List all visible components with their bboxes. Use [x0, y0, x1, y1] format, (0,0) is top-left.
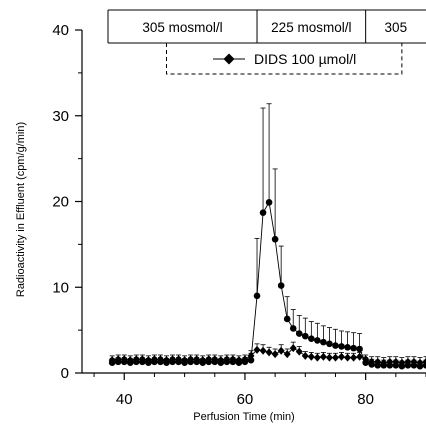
series-1-point	[187, 358, 194, 366]
series-1-point	[374, 361, 382, 369]
series-1-point	[223, 358, 231, 366]
series-1-point	[247, 356, 255, 364]
series-1-point	[151, 358, 158, 366]
series-0-point	[338, 352, 346, 361]
series-1-point	[205, 358, 213, 366]
series-1-point	[332, 342, 339, 349]
series-1-point	[126, 359, 134, 367]
series-1-point	[193, 358, 200, 366]
legend-diamond-marker	[223, 53, 235, 65]
series-0-point	[331, 353, 339, 362]
y-tick-label-0: 0	[61, 365, 69, 382]
osmolarity-bar: 305 mosmol/l 225 mosmol/l 305	[107, 9, 426, 44]
series-0-point	[283, 350, 291, 359]
series-0-point	[325, 353, 333, 362]
x-axis-label: Perfusion Time (min)	[193, 411, 294, 423]
series-0-point	[253, 345, 261, 354]
series-0-point	[277, 346, 285, 355]
series-1-point	[211, 358, 219, 366]
series-1-point	[133, 358, 140, 366]
series-1-point	[114, 358, 122, 366]
osmolarity-label-0: 305 mosmol/l	[142, 20, 222, 35]
series-0-point	[289, 344, 297, 353]
series-lines	[112, 201, 426, 367]
series-1-point	[368, 361, 375, 368]
series-1-point	[344, 343, 351, 351]
series-1-point	[362, 359, 369, 367]
series-1-point	[229, 358, 237, 366]
y-tick-label-1: 10	[52, 279, 69, 296]
series-1-point	[175, 358, 182, 366]
series-1-point	[217, 359, 225, 367]
series-0-point	[344, 353, 352, 362]
series-1-point	[253, 292, 261, 300]
series-1-point	[404, 361, 412, 369]
series-0-point	[295, 347, 303, 356]
series-1-point	[350, 344, 357, 352]
series-1-point	[326, 340, 333, 348]
series-1-point	[356, 345, 363, 353]
series-0-point	[301, 351, 309, 360]
series-1-point	[271, 235, 279, 243]
axes: 0 10 20 30 40 40 60 80	[52, 22, 426, 408]
series-1-point	[416, 362, 424, 370]
series-1-point	[199, 359, 207, 367]
series-1-point	[139, 358, 146, 366]
series-1-point	[380, 361, 388, 369]
series-1-point	[338, 343, 345, 350]
series-0-point	[319, 352, 327, 361]
series-1-point	[120, 358, 128, 366]
x-tick-label-0: 40	[116, 391, 133, 408]
series-0-point	[313, 353, 321, 362]
series-0-point	[271, 350, 279, 359]
legend-box	[165, 43, 403, 75]
series-1-point	[108, 359, 116, 367]
series-1-point	[308, 335, 315, 343]
x-tick-label-1: 60	[237, 391, 254, 408]
series-1-point	[241, 358, 249, 366]
series-1-point	[283, 315, 291, 323]
series-1-point	[320, 338, 327, 346]
series-0-point	[259, 346, 267, 355]
osmolarity-label-1: 225 mosmol/l	[271, 20, 351, 35]
series-1-point	[392, 361, 400, 369]
series-0-point	[307, 352, 315, 361]
series-1-point	[235, 359, 243, 367]
data-points	[108, 199, 426, 370]
error-bars	[109, 103, 426, 367]
series-1-point	[301, 332, 309, 340]
series-0-point	[350, 353, 358, 362]
series-1-point	[410, 361, 418, 369]
y-tick-label-4: 40	[52, 22, 69, 39]
series-1-point	[386, 361, 394, 369]
series-1-line	[112, 201, 426, 367]
series-1-point	[295, 330, 303, 337]
y-tick-label-2: 20	[52, 194, 69, 211]
series-1-point	[181, 359, 188, 367]
legend-label: DIDS 100 µmol/l	[254, 51, 356, 67]
series-1-point	[145, 359, 152, 367]
legend: DIDS 100 µmol/l	[165, 43, 403, 75]
series-0-point	[265, 348, 273, 357]
series-1-point	[422, 361, 426, 369]
series-1-point	[289, 325, 297, 332]
series-1-point	[163, 359, 170, 367]
y-axis-label: Radioactivity in Effluent (cpm/g/min)	[15, 122, 27, 297]
series-1-point	[265, 199, 273, 206]
series-1-point	[314, 337, 321, 344]
series-1-point	[157, 358, 164, 366]
osmolarity-label-2: 305	[385, 20, 408, 35]
series-0-point	[356, 352, 364, 361]
series-1-point	[277, 282, 285, 289]
series-1-point	[398, 362, 406, 370]
series-1-point	[169, 358, 176, 366]
x-tick-label-2: 80	[357, 391, 374, 408]
y-tick-label-3: 30	[52, 108, 69, 125]
series-1-point	[259, 209, 267, 216]
